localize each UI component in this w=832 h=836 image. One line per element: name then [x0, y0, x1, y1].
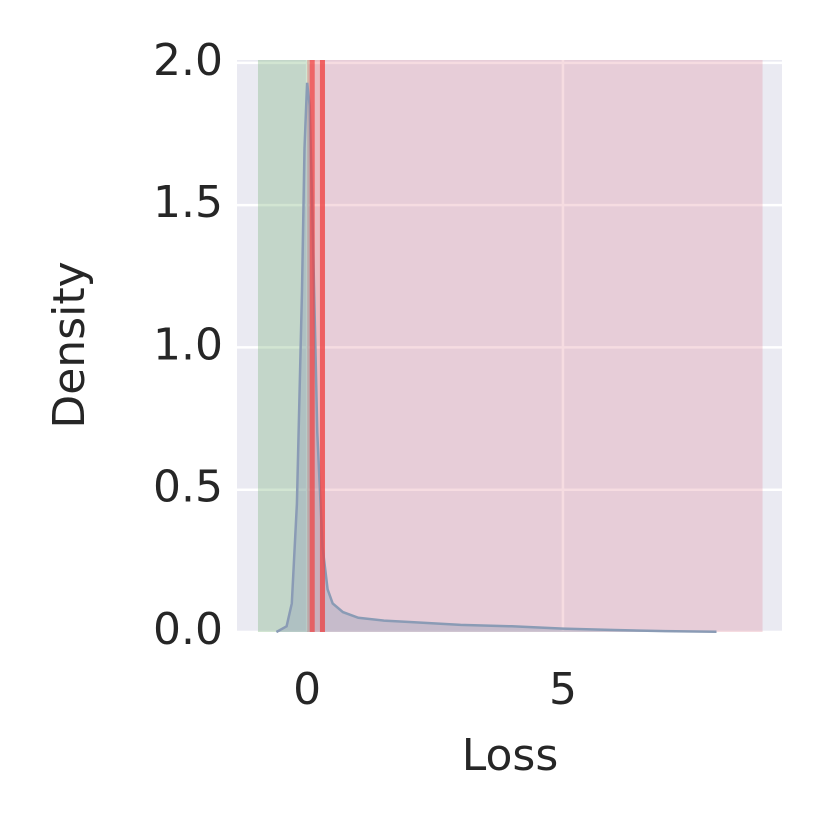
y-tick-label: 0.0	[153, 604, 223, 655]
y-tick-label: 2.0	[153, 35, 223, 86]
y-tick-label: 1.0	[153, 319, 223, 370]
x-tick-label: 5	[549, 664, 577, 715]
x-axis-label: Loss	[462, 730, 559, 781]
plot-background	[237, 60, 782, 632]
shaded-region	[319, 60, 763, 632]
y-axis-label: Density	[44, 261, 95, 428]
x-tick-label: 0	[293, 664, 321, 715]
y-tick-label: 1.5	[153, 177, 223, 228]
y-tick-label: 0.5	[153, 462, 223, 513]
density-line	[275, 82, 717, 634]
